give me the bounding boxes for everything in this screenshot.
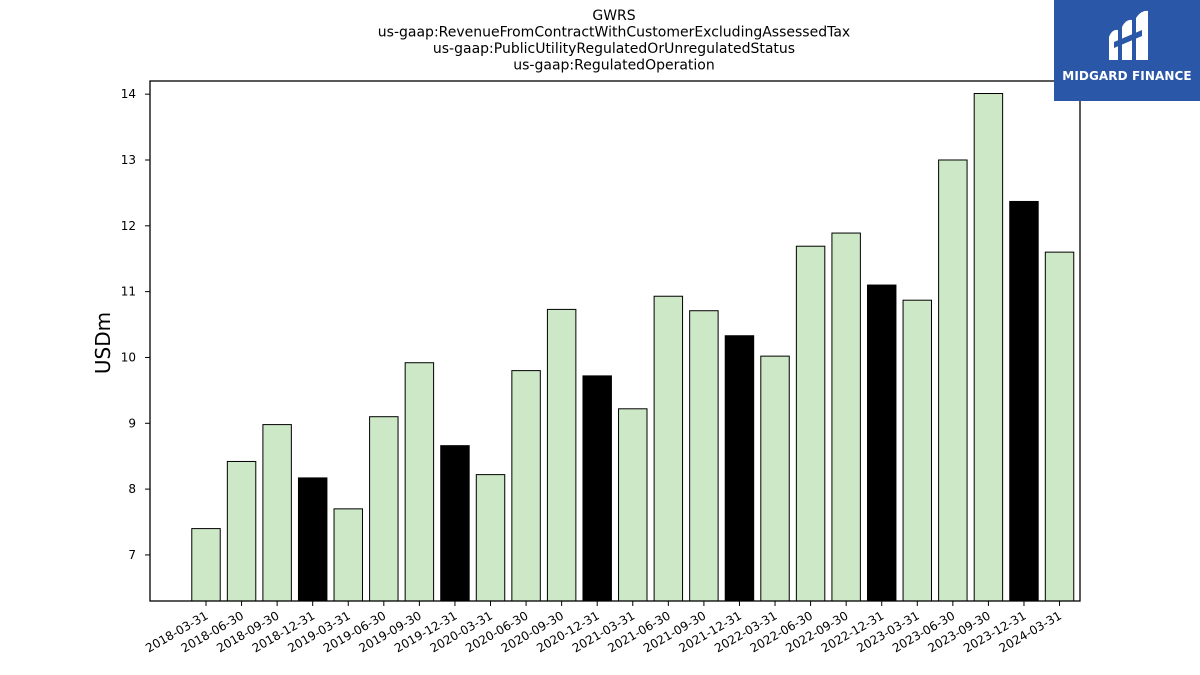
bar-2020-03-31 [475,474,506,602]
bar-2021-12-31 [724,335,755,602]
y-tick-label-8: 8 [128,482,136,496]
y-tick-label-10: 10 [121,350,136,364]
bar-2019-06-30 [369,416,399,602]
bar-2021-06-30 [653,295,684,602]
bar-2021-09-30 [689,310,719,602]
chart-title-line-1: us-gaap:RevenueFromContractWithCustomerE… [378,25,850,41]
bar-2018-03-31 [191,528,221,602]
chart-title-line-0: GWRS [592,8,635,24]
bar-2023-06-30 [938,159,968,602]
bar-2023-09-30 [973,93,1004,602]
y-tick-label-11: 11 [121,285,136,299]
bar-2023-03-31 [902,299,933,602]
bar-2022-09-30 [831,232,861,602]
bar-2022-06-30 [795,245,826,602]
chart-title-line-2: us-gaap:PublicUtilityRegulatedOrUnregula… [433,41,795,57]
bar-2019-12-31 [440,445,470,602]
bar-2018-09-30 [262,424,292,602]
bar-2020-12-31 [582,375,612,602]
y-tick-label-13: 13 [121,153,136,167]
bar-2021-03-31 [618,408,648,602]
plot-frame [149,80,1081,602]
bar-2019-03-31 [333,508,363,602]
bar-2024-03-31 [1044,251,1075,602]
y-tick-label-14: 14 [121,87,136,101]
logo-text: MIDGARD FINANCE [1062,69,1192,83]
bar-2018-12-31 [297,477,328,602]
bar-2023-12-31 [1009,200,1039,602]
bar-2019-09-30 [404,362,435,602]
bar-2020-06-30 [511,370,541,602]
y-axis-label: USDm [91,312,115,374]
midgard-finance-logo: MIDGARD FINANCE [1054,0,1200,101]
y-tick-label-12: 12 [121,219,136,233]
bar-2022-03-31 [760,355,790,602]
chart-title-line-3: us-gaap:RegulatedOperation [513,58,714,74]
bar-2018-06-30 [226,460,257,602]
midgard-logo-icon [1109,10,1148,60]
y-tick-label-9: 9 [128,416,136,430]
bar-2022-12-31 [866,284,897,602]
bar-2020-09-30 [546,308,577,602]
y-tick-label-7: 7 [128,548,136,562]
